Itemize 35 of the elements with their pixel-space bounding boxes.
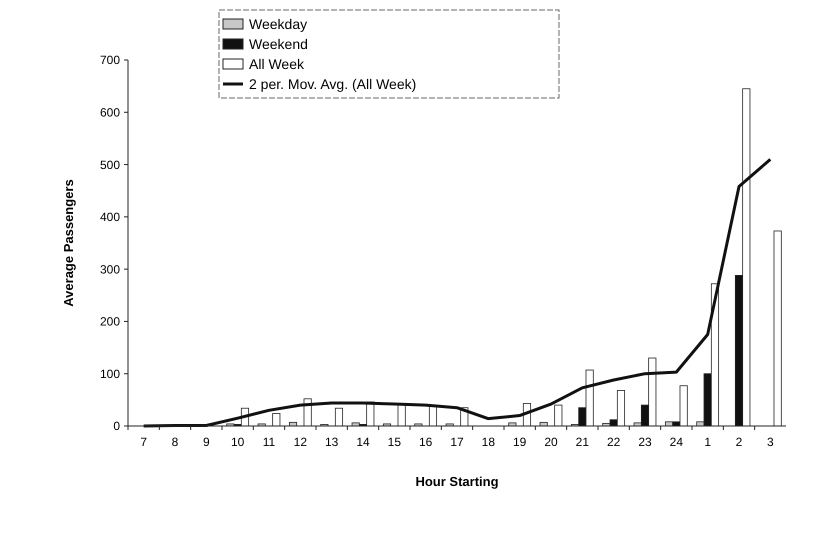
legend-label: Weekend <box>249 36 308 52</box>
x-tick-label: 18 <box>482 435 496 449</box>
x-tick-label: 1 <box>704 435 712 449</box>
y-tick-label: 400 <box>100 210 120 224</box>
x-axis-title: Hour Starting <box>415 474 499 489</box>
x-tick-label: 16 <box>418 435 433 449</box>
x-tick-label: 21 <box>576 435 590 449</box>
y-tick-label: 700 <box>100 53 120 68</box>
y-tick-label: 0 <box>113 419 120 434</box>
x-tick-label: 20 <box>544 435 558 449</box>
x-tick-label: 7 <box>140 435 148 449</box>
x-tick-label: 23 <box>638 435 652 449</box>
x-tick-label: 8 <box>172 435 179 449</box>
x-tick-label: 24 <box>670 435 684 449</box>
x-tick-label: 19 <box>512 435 527 449</box>
x-tick-label: 14 <box>356 435 370 449</box>
x-tick-label: 13 <box>324 435 339 449</box>
x-tick-label: 11 <box>262 435 276 449</box>
x-tick-label: 3 <box>766 435 774 449</box>
x-tick-label: 10 <box>230 435 245 449</box>
y-tick-label: 600 <box>100 105 120 120</box>
y-tick-label: 200 <box>100 314 120 329</box>
x-tick-label: 17 <box>450 435 464 449</box>
x-tick-label: 2 <box>736 435 743 449</box>
legend-label: All Week <box>249 56 305 72</box>
x-tick-label: 22 <box>606 435 621 449</box>
y-tick-label: 500 <box>100 158 120 172</box>
x-tick-label: 12 <box>294 435 308 449</box>
x-tick-label: 9 <box>202 435 210 449</box>
legend-label: Weekday <box>249 16 308 32</box>
y-tick-label: 100 <box>100 366 120 381</box>
y-tick-label: 300 <box>100 262 120 276</box>
legend-label: 2 per. Mov. Avg. (All Week) <box>249 76 416 92</box>
y-axis-title: Average Passengers <box>61 179 76 307</box>
x-tick-label: 15 <box>388 435 402 449</box>
